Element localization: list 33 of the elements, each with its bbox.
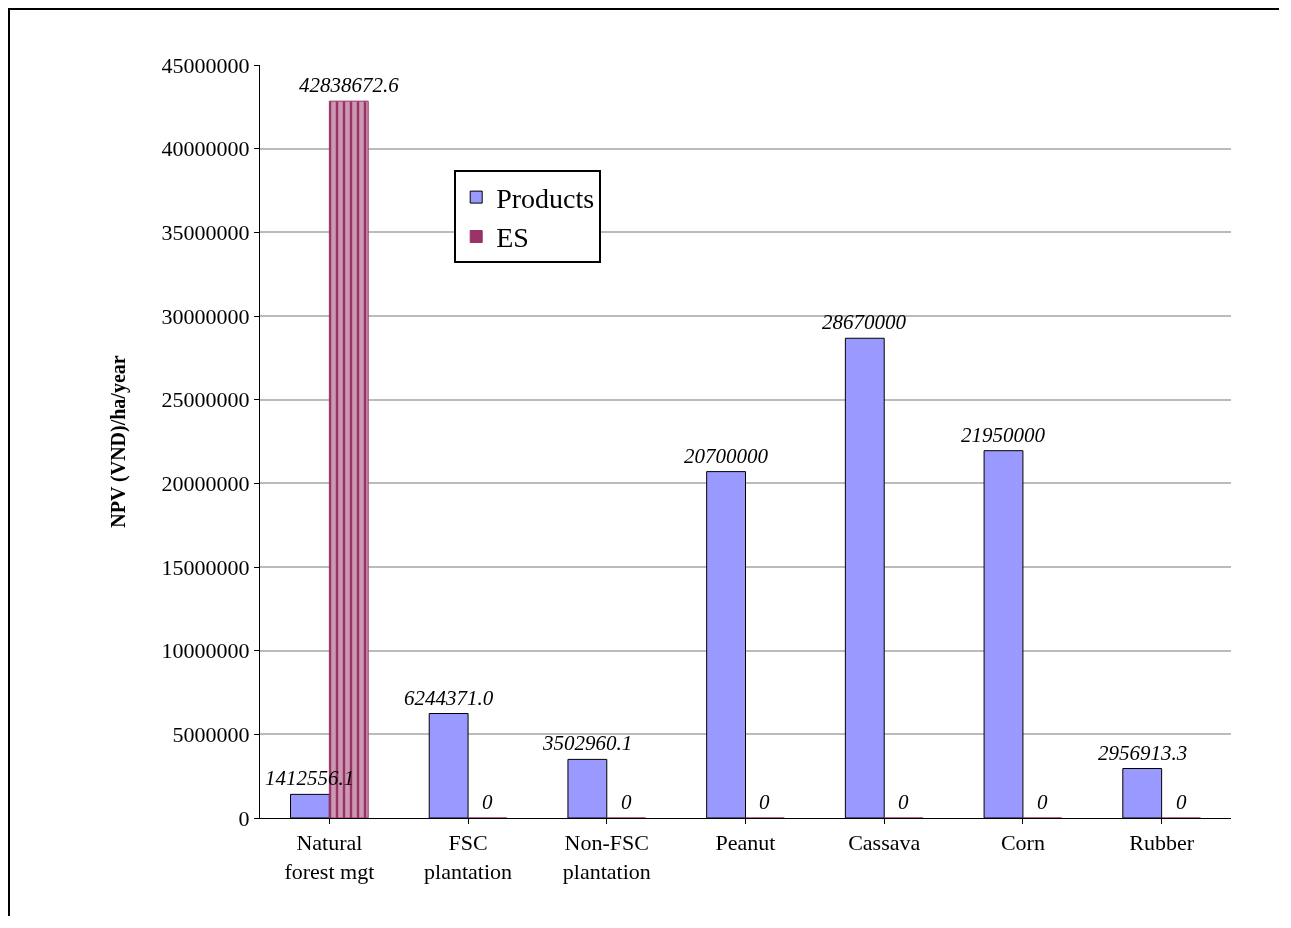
y-tick-label: 10000000 bbox=[161, 638, 250, 664]
x-tick-label: FSC plantation bbox=[424, 830, 513, 884]
data-label: 28670000 bbox=[822, 310, 907, 334]
legend-label: ES bbox=[496, 222, 529, 254]
y-tick-label: 40000000 bbox=[161, 136, 250, 162]
data-label: 0 bbox=[898, 790, 909, 814]
y-tick-label: 45000000 bbox=[161, 52, 250, 78]
legend-label: Products bbox=[496, 183, 595, 215]
x-tick-label: Cassava bbox=[848, 830, 921, 856]
x-tick-label: Non-FSC plantation bbox=[562, 830, 651, 884]
data-label: 0 bbox=[1037, 790, 1048, 814]
data-label: 2956913.3 bbox=[1098, 741, 1188, 765]
x-tick-label: Rubber bbox=[1129, 830, 1195, 856]
data-label: 0 bbox=[621, 790, 632, 814]
data-label: 3502960.1 bbox=[542, 731, 633, 755]
y-axis-title: NPV (VND)/ha/year bbox=[107, 355, 131, 528]
y-tick-label: 30000000 bbox=[161, 303, 250, 329]
y-tick-label: 0 bbox=[238, 805, 250, 831]
x-tick-label: Peanut bbox=[715, 830, 776, 856]
data-label: 6244371.0 bbox=[404, 686, 494, 710]
y-tick-label: 25000000 bbox=[161, 387, 250, 413]
x-tick-label: Corn bbox=[1000, 830, 1045, 856]
y-tick-label: 5000000 bbox=[172, 722, 250, 748]
y-tick-label: 15000000 bbox=[161, 554, 250, 580]
data-label: 0 bbox=[1176, 790, 1187, 814]
data-label: 0 bbox=[759, 790, 770, 814]
data-label: 0 bbox=[482, 790, 493, 814]
y-tick-label: 20000000 bbox=[161, 471, 250, 497]
data-label: 42838672.6 bbox=[299, 73, 400, 97]
data-label: 20700000 bbox=[684, 444, 769, 468]
y-tick-label: 35000000 bbox=[161, 220, 250, 246]
data-label: 21950000 bbox=[961, 423, 1046, 447]
x-tick-label: Natural forest mgt bbox=[284, 830, 375, 884]
